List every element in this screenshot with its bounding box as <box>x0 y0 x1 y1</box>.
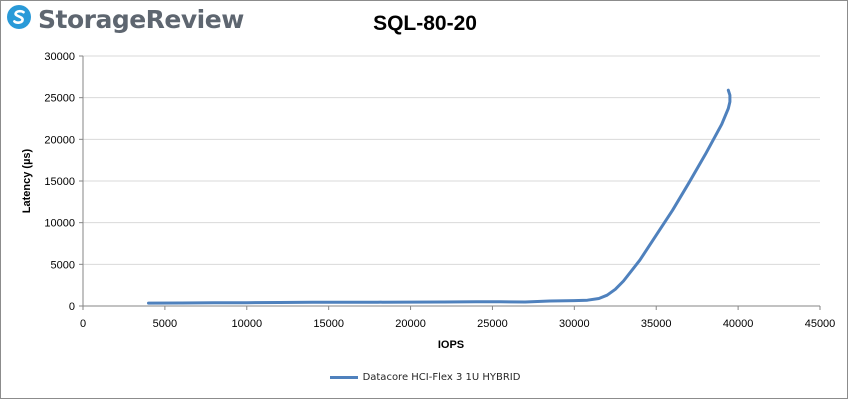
y-tick-label: 5000 <box>51 259 75 271</box>
series-lines <box>147 88 732 305</box>
x-tick-label: 10000 <box>231 318 262 330</box>
x-axis-title: IOPS <box>438 339 464 351</box>
y-tick-label: 30000 <box>44 51 75 63</box>
chart-title: SQL-80-20 <box>373 12 477 35</box>
x-tick-label: 35000 <box>641 318 672 330</box>
x-tick-label: 30000 <box>559 318 590 330</box>
x-tick-label: 5000 <box>153 318 177 330</box>
x-tick-label: 25000 <box>477 318 508 330</box>
x-tick-label: 0 <box>80 318 86 330</box>
x-tick-label: 15000 <box>313 318 344 330</box>
y-tick-label: 0 <box>69 301 75 313</box>
y-tick-label: 20000 <box>44 134 75 146</box>
y-tick-label: 10000 <box>44 218 75 230</box>
x-tick-labels: 0 5000 10000 15000 20000 25000 30000 35000 40000… <box>80 318 835 330</box>
axes <box>79 55 821 310</box>
y-tick-labels: 0 5000 10000 15000 20000 25000 30000 <box>44 51 75 313</box>
x-tick-label: 40000 <box>723 318 754 330</box>
x-tick-label: 20000 <box>395 318 426 330</box>
y-tick-label: 25000 <box>44 93 75 105</box>
storagereview-logo-icon <box>6 4 32 35</box>
legend: Datacore HCI-Flex 3 1U HYBRID <box>0 372 850 383</box>
legend-swatch <box>329 376 358 379</box>
y-tick-label: 15000 <box>44 176 75 188</box>
y-axis-title: Latency (µs) <box>21 148 33 213</box>
gridlines <box>83 55 820 265</box>
legend-label: Datacore HCI-Flex 3 1U HYBRID <box>362 372 521 383</box>
x-tick-label: 45000 <box>805 318 836 330</box>
brand-logo: StorageReview <box>6 4 244 35</box>
series-line-0 <box>147 88 732 305</box>
brand-name: StorageReview <box>38 5 244 34</box>
